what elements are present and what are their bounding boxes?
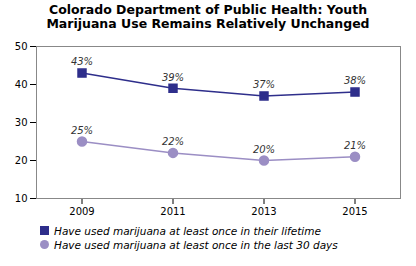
svg-text:22%: 22% xyxy=(162,136,184,147)
svg-text:20%: 20% xyxy=(253,143,275,154)
html-text:Have used marijuana at least o: Have used marijuana at least once in the… xyxy=(54,224,321,237)
svg-text:50: 50 xyxy=(15,40,28,51)
svg-text:43%: 43% xyxy=(71,56,93,67)
svg-text:39%: 39% xyxy=(162,71,184,82)
svg-text:2013: 2013 xyxy=(251,205,276,216)
svg-text:2011: 2011 xyxy=(160,205,185,216)
svg-text:30: 30 xyxy=(15,116,28,127)
svg-text:21%: 21% xyxy=(344,140,366,151)
svg-text:40: 40 xyxy=(15,78,28,89)
svg-text:10: 10 xyxy=(15,192,28,203)
svg-text:37%: 37% xyxy=(253,79,275,90)
svg-text:2009: 2009 xyxy=(69,205,94,216)
html-text:Colorado Department of Public: Colorado Department of Public Health: Yo… xyxy=(46,2,370,32)
svg-text:20: 20 xyxy=(15,154,28,165)
svg-text:2015: 2015 xyxy=(342,205,367,216)
svg-text:25%: 25% xyxy=(71,124,93,135)
svg-text:38%: 38% xyxy=(344,75,366,86)
html-text:Have used marijuana at least o: Have used marijuana at least once in the… xyxy=(54,238,338,251)
